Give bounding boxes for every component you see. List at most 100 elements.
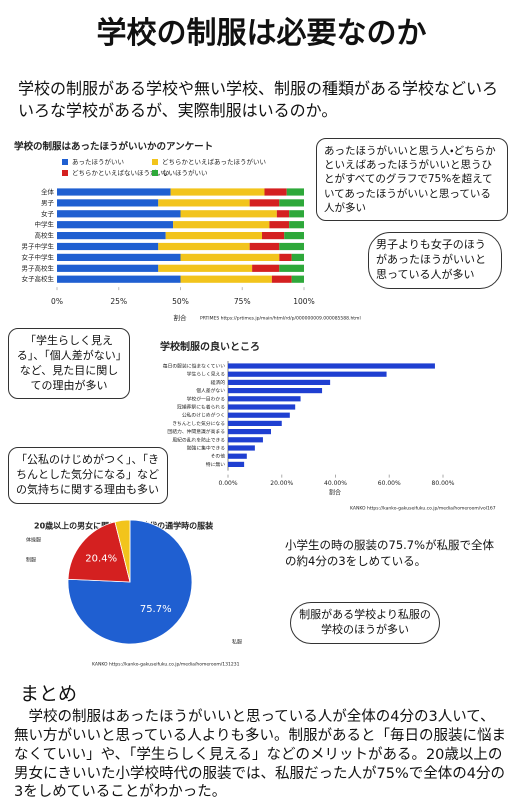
bar-segment: [291, 275, 304, 283]
bar: [228, 420, 282, 426]
bar-segment: [180, 275, 272, 283]
bar-segment: [286, 188, 304, 196]
y-tick-label: 男子: [41, 199, 55, 207]
bar-segment: [249, 242, 280, 251]
bar-segment: [249, 199, 280, 207]
y-tick-label: 全体: [41, 187, 55, 196]
bar: [228, 363, 435, 369]
y-tick-label: 公私のけじめがつく: [182, 412, 225, 419]
legend-label: ないほうがいい: [162, 168, 208, 177]
y-tick-label: 男子中学生: [22, 242, 55, 251]
legend-swatch: [152, 159, 158, 165]
category-label: 制服: [26, 557, 36, 564]
bar-segment: [158, 242, 250, 251]
y-tick-label: 個人差がない: [196, 387, 225, 394]
x-tick-label: 20.00%: [270, 480, 293, 487]
pie-slice: [114, 519, 131, 583]
bar: [228, 388, 323, 394]
y-tick-label: 団結力、仲間意識が高まる: [167, 428, 225, 435]
note: 男子よりも女子のほうがあったほうがいいと思っている人が多い: [368, 232, 502, 289]
x-axis-label: 割合: [174, 313, 188, 322]
note: 制服がある学校より私服の学校のほうが多い: [290, 602, 440, 644]
pie-slice: [67, 521, 131, 583]
y-tick-label: 毎日の服装に悩まなくていい: [163, 363, 225, 370]
y-tick-label: 高校生: [35, 231, 55, 240]
value-label: 20.4%: [85, 553, 117, 564]
bar-segment: [279, 199, 304, 207]
x-tick-label: 60.00%: [378, 480, 401, 487]
bar-segment: [262, 232, 285, 240]
bar: [228, 412, 290, 418]
chart-title: 学校の制服はあったほうがいいかのアンケート: [14, 141, 213, 153]
y-tick-label: 女子高校生: [22, 274, 55, 283]
bar: [228, 396, 301, 402]
legend-swatch: [62, 170, 68, 176]
note: 小学生の時の服装の75.7%が私服で全体の約4分の3をしめている。: [278, 533, 506, 575]
bar-segment: [289, 210, 304, 218]
y-tick-label: 男子高校生: [22, 263, 55, 272]
note: あったほうがいいと思う人・どちらかといえばあったほうがいいと思うひとがすべてのグ…: [316, 138, 508, 221]
bar-segment: [57, 188, 171, 196]
x-tick-label: 25%: [110, 297, 127, 306]
y-tick-label: 学生らしく見える: [187, 371, 225, 378]
y-tick-label: きちんとした気分になる: [172, 420, 225, 427]
bar-segment: [180, 210, 277, 218]
legend-label: あったほうがいい: [72, 157, 124, 166]
bar-segment: [289, 221, 304, 229]
bar-segment: [57, 221, 174, 229]
y-tick-label: 女子: [41, 209, 55, 218]
legend-label: どちらかといえばあったほうがいい: [162, 157, 266, 166]
x-tick-label: 75%: [234, 297, 251, 306]
summary-heading: まとめ: [20, 683, 78, 705]
bar-segment: [276, 210, 290, 218]
x-axis-label: 割合: [329, 489, 341, 497]
y-tick-label: 女子中学生: [22, 252, 55, 261]
bar-segment: [170, 188, 265, 196]
value-label: 75.7%: [140, 604, 172, 615]
x-tick-label: 40.00%: [324, 480, 347, 487]
source: KANKO https://kanko-gakuseifuku.co.jp/me…: [350, 506, 496, 512]
legend-swatch: [62, 159, 68, 165]
y-tick-label: その他: [211, 453, 226, 460]
y-tick-label: 冠婚葬祭にも着られる: [177, 404, 225, 411]
bar: [228, 429, 271, 435]
category-label: 体操服: [26, 537, 41, 544]
x-tick-label: 50%: [172, 297, 189, 306]
bar-segment: [279, 253, 292, 261]
bar-segment: [165, 232, 263, 240]
bar: [228, 404, 296, 410]
source: PRTIMES https://prtimes.jp/main/html/rd/…: [200, 316, 361, 322]
bar-segment: [284, 232, 304, 240]
bar-segment: [57, 275, 181, 283]
y-tick-label: 勉強に集中できる: [187, 445, 225, 452]
x-tick-label: 80.00%: [432, 480, 455, 487]
bar-segment: [252, 264, 280, 272]
bar: [228, 445, 255, 451]
bar: [228, 461, 245, 467]
bar-segment: [173, 221, 270, 229]
bar-segment: [180, 253, 280, 261]
y-tick-label: 特に無い: [206, 461, 225, 468]
bar-segment: [158, 199, 250, 207]
bar-segment: [57, 232, 166, 240]
bar: [228, 453, 247, 459]
bar-segment: [271, 275, 292, 283]
bar-segment: [158, 264, 253, 272]
bar-segment: [57, 264, 159, 272]
legend-label: どちらかといえばないほうがいい: [72, 168, 170, 177]
bar-segment: [57, 242, 159, 251]
legend-swatch: [152, 170, 158, 176]
bar: [228, 379, 331, 385]
bar-segment: [57, 199, 159, 207]
poster-title: 学校の制服は必要なのか: [96, 16, 427, 51]
intro: 学校の制服がある学校や無い学校、制服の種類がある学校などいろいろな学校があるが、…: [18, 79, 499, 120]
bar-segment: [57, 253, 181, 261]
bar: [228, 437, 263, 443]
bar-segment: [57, 210, 181, 218]
category-label: 私服: [232, 639, 242, 646]
bar: [228, 371, 387, 377]
bar-segment: [264, 188, 287, 196]
x-tick-label: 0.00%: [218, 480, 237, 487]
